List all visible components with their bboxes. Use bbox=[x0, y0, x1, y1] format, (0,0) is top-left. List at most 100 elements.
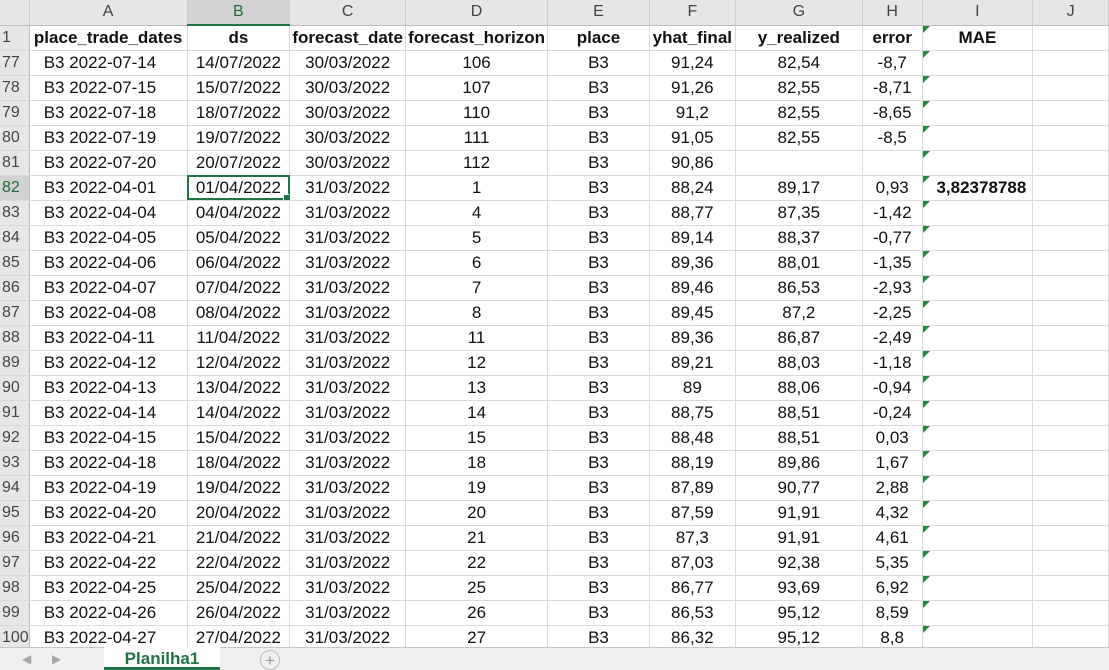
cell-ds[interactable]: 27/04/2022 bbox=[187, 625, 291, 651]
cell-y-realized[interactable]: 88,06 bbox=[735, 375, 863, 401]
cell-place-trade-dates[interactable]: B3 2022-07-19 bbox=[29, 125, 188, 151]
cell-forecast-horizon[interactable]: 111 bbox=[405, 125, 549, 151]
cell-forecast-horizon[interactable]: 8 bbox=[405, 300, 549, 326]
cell-place[interactable]: B3 bbox=[547, 350, 650, 376]
cell-yhat-final[interactable]: 91,26 bbox=[649, 75, 736, 101]
cell[interactable] bbox=[1032, 275, 1109, 301]
cell-forecast-horizon[interactable]: 7 bbox=[405, 275, 549, 301]
cell-y-realized[interactable]: 88,51 bbox=[735, 425, 863, 451]
cell-mae[interactable] bbox=[922, 475, 1034, 501]
cell-forecast-date[interactable]: 30/03/2022 bbox=[289, 75, 407, 101]
cell-mae[interactable] bbox=[922, 625, 1034, 651]
cell-mae[interactable] bbox=[922, 450, 1034, 476]
row-number[interactable]: 100 bbox=[0, 625, 30, 651]
row-number[interactable]: 83 bbox=[0, 200, 30, 226]
column-header-h[interactable]: H bbox=[862, 0, 923, 26]
cell-y-realized[interactable]: 91,91 bbox=[735, 500, 863, 526]
cell-ds[interactable]: 08/04/2022 bbox=[187, 300, 291, 326]
row-number[interactable]: 88 bbox=[0, 325, 30, 351]
cell-place-trade-dates[interactable]: B3 2022-07-18 bbox=[29, 100, 188, 126]
cell-forecast-date[interactable]: 31/03/2022 bbox=[289, 475, 407, 501]
cell[interactable] bbox=[1032, 150, 1109, 176]
cell-forecast-date[interactable]: 31/03/2022 bbox=[289, 600, 407, 626]
column-header-j[interactable]: J bbox=[1032, 0, 1109, 26]
cell-forecast-date[interactable]: 30/03/2022 bbox=[289, 125, 407, 151]
row-number[interactable]: 81 bbox=[0, 150, 30, 176]
cell-place-trade-dates[interactable]: B3 2022-07-20 bbox=[29, 150, 188, 176]
cell-place-trade-dates[interactable]: B3 2022-04-20 bbox=[29, 500, 188, 526]
row-number[interactable]: 89 bbox=[0, 350, 30, 376]
cell-y-realized[interactable]: 88,03 bbox=[735, 350, 863, 376]
cell-forecast-date[interactable]: 31/03/2022 bbox=[289, 625, 407, 651]
cell-mae[interactable] bbox=[922, 550, 1034, 576]
cell-ds[interactable]: 20/04/2022 bbox=[187, 500, 291, 526]
header-cell-forecast-horizon[interactable]: forecast_horizon bbox=[405, 25, 549, 51]
cell-mae[interactable] bbox=[922, 350, 1034, 376]
cell-place-trade-dates[interactable]: B3 2022-04-12 bbox=[29, 350, 188, 376]
cell-forecast-date[interactable]: 31/03/2022 bbox=[289, 350, 407, 376]
cell[interactable] bbox=[1032, 575, 1109, 601]
cell-place-trade-dates[interactable]: B3 2022-04-14 bbox=[29, 400, 188, 426]
cell-place[interactable]: B3 bbox=[547, 175, 650, 201]
cell-y-realized[interactable]: 95,12 bbox=[735, 600, 863, 626]
cell-y-realized[interactable]: 90,77 bbox=[735, 475, 863, 501]
cell[interactable] bbox=[1032, 100, 1109, 126]
cell-mae[interactable] bbox=[922, 50, 1034, 76]
cell-y-realized[interactable]: 89,86 bbox=[735, 450, 863, 476]
cell-mae[interactable] bbox=[922, 150, 1034, 176]
cell-yhat-final[interactable]: 89,21 bbox=[649, 350, 736, 376]
cell-error[interactable]: -1,42 bbox=[862, 200, 923, 226]
cell-forecast-date[interactable]: 31/03/2022 bbox=[289, 525, 407, 551]
cell-ds[interactable]: 18/04/2022 bbox=[187, 450, 291, 476]
cell-forecast-horizon[interactable]: 14 bbox=[405, 400, 549, 426]
cell-yhat-final[interactable]: 89,46 bbox=[649, 275, 736, 301]
cell-y-realized[interactable]: 92,38 bbox=[735, 550, 863, 576]
cell-y-realized[interactable]: 82,55 bbox=[735, 125, 863, 151]
cell-place-trade-dates[interactable]: B3 2022-04-01 bbox=[29, 175, 188, 201]
cell[interactable] bbox=[1032, 175, 1109, 201]
cell-error[interactable]: -0,77 bbox=[862, 225, 923, 251]
cell-yhat-final[interactable]: 86,32 bbox=[649, 625, 736, 651]
cell-forecast-date[interactable]: 31/03/2022 bbox=[289, 450, 407, 476]
cell-forecast-horizon[interactable]: 4 bbox=[405, 200, 549, 226]
row-number[interactable]: 79 bbox=[0, 100, 30, 126]
cell[interactable] bbox=[1032, 325, 1109, 351]
cell-yhat-final[interactable]: 87,03 bbox=[649, 550, 736, 576]
cell-y-realized[interactable]: 86,87 bbox=[735, 325, 863, 351]
cell[interactable] bbox=[1032, 300, 1109, 326]
cell[interactable] bbox=[1032, 125, 1109, 151]
row-number[interactable]: 85 bbox=[0, 250, 30, 276]
cell-error[interactable]: 8,8 bbox=[862, 625, 923, 651]
cell-ds[interactable]: 14/04/2022 bbox=[187, 400, 291, 426]
cell-yhat-final[interactable]: 91,24 bbox=[649, 50, 736, 76]
scroll-tabs-right-icon[interactable]: ▶ bbox=[52, 652, 62, 666]
column-header-e[interactable]: E bbox=[547, 0, 650, 26]
cell-yhat-final[interactable]: 88,19 bbox=[649, 450, 736, 476]
cell-place-trade-dates[interactable]: B3 2022-04-07 bbox=[29, 275, 188, 301]
cell-ds[interactable]: 26/04/2022 bbox=[187, 600, 291, 626]
cell-forecast-horizon[interactable]: 11 bbox=[405, 325, 549, 351]
cell-forecast-horizon[interactable]: 110 bbox=[405, 100, 549, 126]
row-number[interactable]: 99 bbox=[0, 600, 30, 626]
cell-mae[interactable] bbox=[922, 225, 1034, 251]
cell-error[interactable]: -8,65 bbox=[862, 100, 923, 126]
cell-mae[interactable] bbox=[922, 250, 1034, 276]
cell-y-realized[interactable]: 86,53 bbox=[735, 275, 863, 301]
cell[interactable] bbox=[1032, 425, 1109, 451]
row-number[interactable]: 77 bbox=[0, 50, 30, 76]
cell-yhat-final[interactable]: 87,89 bbox=[649, 475, 736, 501]
row-number[interactable]: 86 bbox=[0, 275, 30, 301]
cell-place[interactable]: B3 bbox=[547, 250, 650, 276]
cell-error[interactable]: -8,7 bbox=[862, 50, 923, 76]
cell-yhat-final[interactable]: 86,53 bbox=[649, 600, 736, 626]
row-number[interactable]: 96 bbox=[0, 525, 30, 551]
cell-yhat-final[interactable]: 89,45 bbox=[649, 300, 736, 326]
cell-error[interactable]: 4,61 bbox=[862, 525, 923, 551]
cell-mae[interactable] bbox=[922, 125, 1034, 151]
cell-place-trade-dates[interactable]: B3 2022-04-19 bbox=[29, 475, 188, 501]
column-header-f[interactable]: F bbox=[649, 0, 736, 26]
cell-error[interactable]: 1,67 bbox=[862, 450, 923, 476]
row-number[interactable]: 87 bbox=[0, 300, 30, 326]
cell-forecast-date[interactable]: 31/03/2022 bbox=[289, 400, 407, 426]
cell-ds[interactable]: 11/04/2022 bbox=[187, 325, 291, 351]
